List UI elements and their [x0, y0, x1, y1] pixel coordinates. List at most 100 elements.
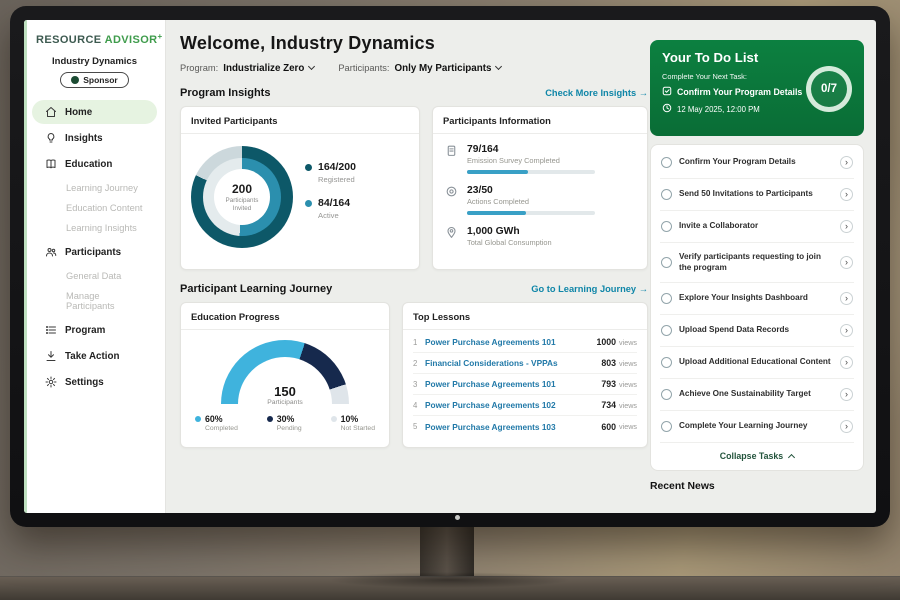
views-word: views — [619, 337, 637, 347]
clipboard-icon — [445, 144, 458, 174]
sidebar-item-take-action[interactable]: Take Action — [32, 344, 157, 368]
participants-filter-value: Only My Participants — [394, 63, 492, 74]
task-label: Confirm Your Program Details — [679, 157, 796, 167]
chevron-right-icon[interactable]: › — [840, 188, 853, 201]
program-filter-value: Industrialize Zero — [223, 63, 305, 74]
link-label: Check More Insights — [545, 88, 637, 98]
chevron-right-icon[interactable]: › — [840, 324, 853, 338]
task-row[interactable]: Upload Spend Data Records › — [660, 315, 854, 348]
checkbox[interactable] — [661, 257, 672, 269]
chevron-right-icon[interactable]: › — [840, 292, 853, 306]
go-to-learning-journey-link[interactable]: Go to Learning Journey → — [531, 284, 648, 294]
checkbox[interactable] — [661, 357, 672, 369]
chevron-down-icon — [308, 62, 316, 71]
legend-dot — [305, 163, 312, 171]
sidebar-item-manage-participants[interactable]: Manage Participants — [66, 291, 115, 311]
sidebar-item-label: Home — [65, 106, 93, 118]
todo-due-label: 12 May 2025, 12:00 PM — [677, 104, 760, 114]
lesson-link[interactable]: Power Purchase Agreements 103 — [425, 421, 556, 432]
program-filter[interactable]: Program: Industrialize Zero — [180, 62, 316, 74]
chevron-right-icon[interactable]: › — [840, 388, 853, 402]
target-icon — [445, 185, 458, 215]
legend-value: 60% — [205, 414, 223, 424]
todo-subtitle: Complete Your Next Task: — [662, 72, 747, 81]
lesson-rank: 3 — [413, 379, 418, 389]
recent-news-title: Recent News — [650, 481, 715, 493]
legend-value: 30% — [276, 414, 295, 424]
sidebar-item-home[interactable]: Home — [32, 100, 157, 124]
stat-label: Actions Completed — [467, 197, 530, 206]
logo-secondary: ADVISOR — [104, 34, 158, 46]
task-row[interactable]: Explore Your Insights Dashboard › — [660, 283, 854, 316]
sidebar-item-label: Program — [65, 324, 106, 336]
lesson-link[interactable]: Financial Considerations - VPPAs — [425, 358, 558, 368]
monitor-stand — [420, 524, 474, 582]
chevron-right-icon[interactable]: › — [840, 420, 853, 434]
legend-dot — [266, 416, 273, 422]
todo-due: 12 May 2025, 12:00 PM — [662, 103, 852, 115]
legend-item: 60% Completed — [195, 414, 238, 432]
stat-value: 1,000 GWh — [467, 226, 520, 237]
sidebar: RESOURCE ADVISOR+ Industry Dynamics Spon… — [24, 20, 166, 513]
task-label: Invite a Collaborator — [679, 221, 759, 231]
sidebar-item-label: Education — [65, 158, 113, 170]
checkbox[interactable] — [661, 389, 672, 401]
lesson-views: 734 — [601, 400, 617, 410]
sidebar-item-general-data[interactable]: General Data — [66, 271, 122, 281]
chevron-right-icon[interactable]: › — [840, 256, 853, 270]
checkbox[interactable] — [661, 293, 672, 305]
sponsor-badge[interactable]: Sponsor — [60, 72, 129, 88]
sidebar-item-participants[interactable]: Participants — [32, 240, 157, 264]
book-icon — [44, 158, 57, 170]
sidebar-item-settings[interactable]: Settings — [32, 370, 157, 394]
collapse-tasks-button[interactable]: Collapse Tasks — [660, 443, 854, 468]
arrow-right-icon: → — [638, 88, 648, 98]
page-title: Welcome, Industry Dynamics — [180, 33, 435, 53]
task-label: Upload Spend Data Records — [679, 325, 790, 335]
sidebar-item-label: Insights — [65, 132, 103, 144]
lesson-link[interactable]: Power Purchase Agreements 101 — [425, 379, 556, 389]
task-row[interactable]: Upload Additional Educational Content › — [660, 347, 854, 380]
collapse-tasks-label: Collapse Tasks — [719, 451, 784, 462]
sidebar-item-learning-journey[interactable]: Learning Journey — [66, 183, 138, 193]
task-row[interactable]: Invite a Collaborator › — [660, 211, 854, 243]
invited-participants-card: Invited Participants 200 Participants In… — [180, 106, 420, 270]
checkbox[interactable] — [661, 157, 672, 168]
legend-dot — [195, 416, 201, 422]
sidebar-item-learning-insights[interactable]: Learning Insights — [66, 223, 137, 233]
todo-panel: Your To Do List Complete Your Next Task:… — [650, 40, 864, 492]
app-logo: RESOURCE ADVISOR+ — [24, 20, 165, 46]
donut-center-value: 200 — [231, 181, 253, 196]
chevron-right-icon[interactable]: › — [840, 220, 853, 233]
learning-journey-header: Participant Learning Journey Go to Learn… — [180, 283, 648, 295]
sidebar-item-label: Participants — [65, 246, 122, 258]
checkbox[interactable] — [661, 421, 672, 433]
checkbox[interactable] — [661, 325, 672, 337]
lesson-views: 1000 — [596, 337, 617, 347]
checkbox[interactable] — [661, 189, 672, 200]
task-row[interactable]: Verify participants requesting to join t… — [660, 243, 854, 284]
task-row[interactable]: Send 50 Invitations to Participants › — [660, 179, 854, 211]
chevron-right-icon[interactable]: › — [840, 356, 853, 370]
sidebar-item-education-content[interactable]: Education Content — [66, 203, 143, 213]
lessons-list: 1 Power Purchase Agreements 101 1000 view… — [403, 330, 647, 437]
progress-bar — [467, 170, 595, 174]
sidebar-item-program[interactable]: Program — [32, 318, 157, 342]
check-more-insights-link[interactable]: Check More Insights → — [545, 88, 648, 98]
chevron-right-icon[interactable]: › — [840, 156, 853, 169]
lesson-link[interactable]: Power Purchase Agreements 102 — [425, 400, 556, 410]
task-row[interactable]: Achieve One Sustainability Target › — [660, 379, 854, 412]
participants-filter[interactable]: Participants: Only My Participants — [338, 62, 503, 74]
checkbox[interactable] — [661, 221, 672, 232]
task-row[interactable]: Confirm Your Program Details › — [660, 147, 854, 179]
task-row[interactable]: Complete Your Learning Journey › — [660, 411, 854, 444]
lesson-link[interactable]: Power Purchase Agreements 101 — [425, 337, 556, 347]
dashboard-screen: RESOURCE ADVISOR+ Industry Dynamics Spon… — [24, 20, 876, 513]
sidebar-item-education[interactable]: Education — [32, 152, 157, 176]
lesson-rank: 5 — [413, 422, 418, 431]
top-lessons-card: Top Lessons 1 Power Purchase Agreements … — [402, 302, 648, 448]
sidebar-item-label: Take Action — [65, 350, 120, 362]
sidebar-item-insights[interactable]: Insights — [32, 126, 157, 150]
lesson-row: 5 Power Purchase Agreements 103 600 views — [413, 416, 637, 437]
home-icon — [44, 106, 57, 118]
